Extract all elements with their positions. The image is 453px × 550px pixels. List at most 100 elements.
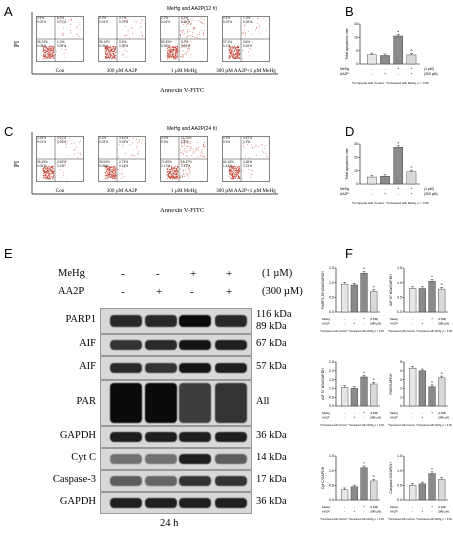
blot-band (179, 476, 211, 486)
flow-dot (230, 168, 232, 170)
treatment-sign: - (344, 317, 345, 321)
flow-dot (186, 24, 188, 26)
flow-dot (248, 50, 249, 52)
flow-dot (109, 176, 111, 178)
flow-dot (229, 48, 231, 50)
flow-dot (231, 170, 233, 172)
flow-dot (231, 53, 233, 55)
flow-dot (232, 58, 234, 60)
treatment-sign: + (373, 317, 375, 321)
flow-dot (181, 32, 183, 34)
flow-dot (44, 170, 46, 172)
flow-dot (234, 176, 236, 178)
flow-dot (169, 47, 171, 49)
panel-f-chart-2: 0.0 0.5 1.0 1.5 AIF 67 kDa/GAPDH * ^ MeHg - - + + (1… (386, 262, 453, 359)
flow-dot (179, 47, 181, 49)
flow-dot (173, 177, 175, 179)
concentration-label: (1 µM) (438, 505, 446, 509)
flow-dot (132, 27, 134, 29)
treatment-sign: - (422, 317, 423, 321)
blot-band (110, 432, 142, 442)
flow-dot (237, 177, 239, 179)
blot-band (145, 498, 177, 508)
treatment-sign: + (373, 411, 375, 415)
flow-plot-svg (98, 16, 146, 62)
flow-dot (44, 58, 46, 60)
blot-band (215, 432, 247, 442)
significance-marker: ^ (410, 165, 413, 170)
flow-dot (251, 34, 253, 36)
treatment-name: MeHg (58, 268, 85, 279)
flow-dot (47, 49, 49, 51)
flow-dot (239, 51, 241, 53)
flow-dot (231, 171, 233, 173)
y-axis-label: PAR/GAPDH (389, 373, 393, 394)
flow-dot (172, 47, 173, 48)
flow-dot (228, 47, 230, 49)
flow-dot (192, 27, 194, 29)
flow-dot (63, 163, 65, 165)
flow-dot (46, 56, 48, 58)
flow-plot-svg (36, 16, 84, 62)
bar (418, 288, 426, 313)
flow-dot (176, 170, 178, 172)
flow-dot (44, 53, 46, 55)
flow-dot (190, 54, 192, 55)
bar (367, 176, 377, 185)
flow-dot (115, 171, 117, 173)
flow-dot (182, 33, 184, 35)
flow-dot (49, 170, 51, 172)
flow-dot (232, 165, 233, 167)
flow-dot (121, 168, 123, 170)
flow-dot (110, 169, 112, 171)
flow-dot (175, 51, 176, 53)
flow-dot (127, 20, 129, 21)
flow-dot (198, 19, 200, 21)
significance-marker: ^ (373, 474, 376, 479)
flow-dot (115, 167, 117, 169)
flow-dot (115, 174, 117, 176)
flow-dot (107, 56, 109, 58)
blot-band (179, 498, 211, 508)
flow-dot (110, 51, 112, 53)
flow-dot (118, 156, 119, 158)
flow-dot (177, 176, 179, 177)
flow-dot (166, 171, 168, 172)
flow-dot (62, 175, 64, 177)
flow-dot (237, 171, 239, 173)
flow-dot (121, 173, 123, 174)
blot-band (145, 315, 177, 327)
bar (350, 486, 358, 501)
flow-dot (43, 172, 45, 173)
blot-band (145, 476, 177, 486)
flow-dot (44, 50, 46, 52)
treatment-sign: - (121, 286, 125, 298)
flow-dot (186, 19, 188, 21)
flow-dot (184, 142, 185, 144)
flow-dot (113, 173, 115, 174)
flow-dot (110, 174, 112, 176)
flow-dot (181, 20, 183, 22)
concentration-label: (1 µM) (370, 317, 378, 321)
flow-dot (190, 147, 192, 149)
flow-dot (236, 172, 237, 174)
flow-dot (52, 171, 54, 173)
flow-dot (45, 167, 47, 169)
panel-f-chart-1: 0.0 0.5 1.0 1.5 PARP1 89 kDa/GAPDH * ^ MeHg - - + +… (318, 262, 386, 359)
flow-dot (232, 54, 234, 56)
treatment-sign: + (421, 510, 423, 514)
flow-dot (235, 172, 237, 174)
y-axis-label: Cyt C/GAPDH (321, 466, 325, 489)
flow-dot (113, 48, 115, 50)
flow-dot (45, 171, 47, 173)
flow-dot (229, 45, 231, 47)
flow-dot (51, 167, 53, 169)
flow-dot (235, 174, 237, 176)
y-tick-label: 1.0 (329, 281, 334, 285)
flow-dot (250, 169, 252, 171)
flow-dot (112, 47, 114, 49)
y-axis-label: Total apoptosis rate (345, 148, 349, 179)
flow-plot-svg (222, 136, 270, 182)
footnote: *Compared with Control, ^Compared with M… (352, 81, 429, 85)
treatment-sign: - (422, 505, 423, 509)
